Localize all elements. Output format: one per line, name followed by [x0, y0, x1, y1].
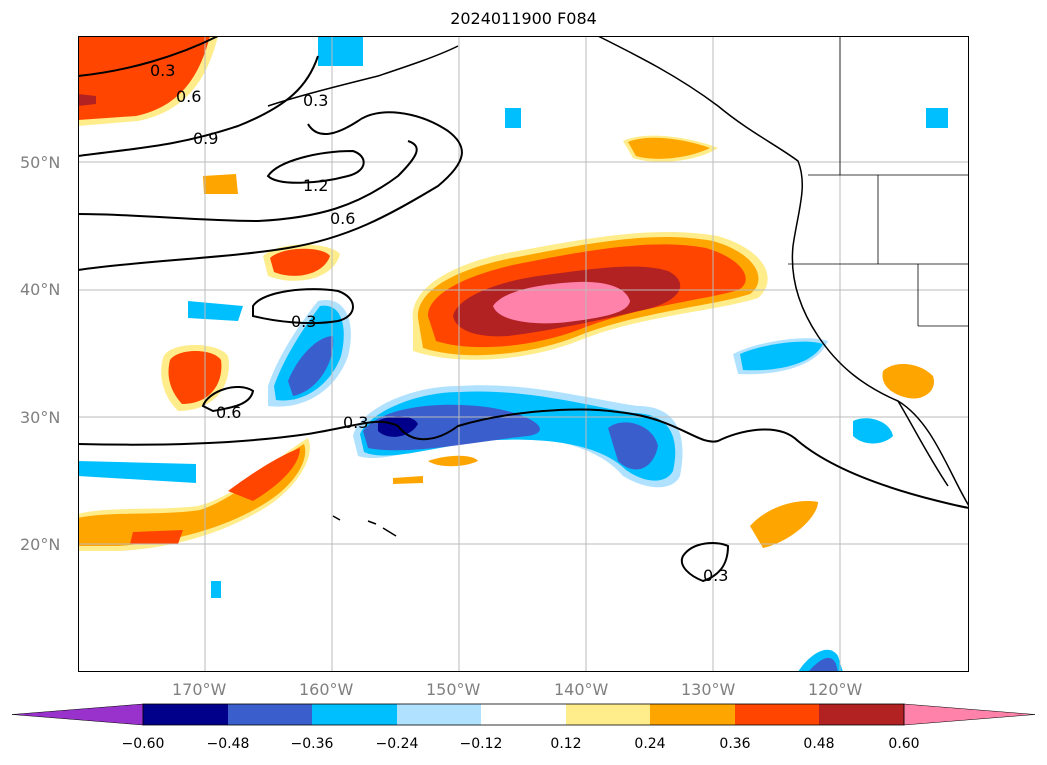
- fill-tiny-1: [211, 581, 221, 598]
- contour-label: 0.6: [176, 87, 201, 106]
- contour-label: 0.3: [343, 413, 368, 432]
- colorbar-tick-label: 0.60: [888, 736, 920, 752]
- fill-socal-orange: [882, 364, 934, 399]
- map-border: [78, 36, 969, 672]
- fill-tiny-3: [926, 108, 948, 128]
- colorbar-swatch: [228, 704, 312, 725]
- state-borders: [788, 36, 969, 327]
- colorbar-swatch: [481, 704, 566, 725]
- colorbar: [12, 703, 1036, 726]
- fill-35n-cyan2: [740, 341, 823, 371]
- lat-label-50n: 50°N: [20, 153, 61, 172]
- fill-central-pink: [493, 281, 630, 324]
- fill-30n-blue-east: [608, 422, 658, 470]
- contour-label: 0.9: [193, 129, 218, 148]
- contour-0.3-39n: [252, 288, 354, 325]
- fill-42n-orange: [270, 248, 330, 276]
- lat-label-20n: 20°N: [20, 535, 61, 554]
- lon-label-160w: 160°W: [299, 680, 354, 699]
- colorbar-swatch: [143, 704, 228, 725]
- contour-0.6-upper: [78, 140, 418, 223]
- colorbar-over-arrow: [903, 703, 1036, 726]
- lon-label-120w: 120°W: [808, 680, 863, 699]
- fill-26n-cyan: [78, 461, 196, 483]
- fill-29n-cyan: [853, 418, 893, 444]
- map-title: 2024011900 F084: [450, 9, 597, 28]
- contour-1.2: [266, 149, 365, 184]
- contour-lines: [78, 36, 969, 583]
- contour-label: 0.3: [703, 566, 728, 585]
- contour-0.3-south: [78, 408, 969, 509]
- fill-small-orange-50n: [203, 174, 238, 194]
- colorbar-swatch: [312, 704, 397, 725]
- map-panel: 0.3 0.6 0.9 0.3 1.2 0.6 0.3 0.6 0.3 0.3: [78, 36, 969, 672]
- fill-sm-orange-a: [428, 455, 478, 467]
- fill-tiny-2: [505, 108, 521, 128]
- colorbar-tick-label: 0.48: [803, 736, 835, 752]
- contour-0.3-top: [78, 36, 219, 77]
- colorbar-tick-label: −0.48: [206, 736, 250, 752]
- fill-top-cyan: [318, 36, 363, 66]
- fill-sw-ca-orange: [750, 501, 818, 548]
- coast-baja: [897, 400, 949, 487]
- colorbar-swatch: [650, 704, 735, 725]
- colorbar-tick-label: −0.24: [375, 736, 419, 752]
- fill-39n-sm: [188, 301, 243, 321]
- fill-sw-red-b: [130, 530, 183, 544]
- contour-label: 0.3: [150, 61, 175, 80]
- colorbar-swatch: [735, 704, 819, 725]
- colorbar-tick-label: 0.24: [634, 736, 666, 752]
- contour-label: 0.3: [291, 312, 316, 331]
- coast-north-america: [597, 36, 969, 507]
- colorbar-under-arrow: [12, 703, 144, 726]
- coast-aleutians: [267, 45, 459, 107]
- fill-33n-red: [168, 351, 222, 404]
- colorbar-swatch: [397, 704, 481, 725]
- contour-label: 0.6: [216, 403, 241, 422]
- coastlines: [267, 36, 969, 537]
- lat-label-40n: 40°N: [20, 280, 61, 299]
- lon-label-170w: 170°W: [172, 680, 227, 699]
- graticule: [78, 36, 969, 672]
- colorbar-tick-label: −0.12: [459, 736, 503, 752]
- fill-south-blue: [808, 657, 838, 672]
- fill-sw-orange: [78, 444, 306, 546]
- colorbar-tick-label: 0.36: [719, 736, 751, 752]
- fill-38n-blue: [288, 336, 334, 396]
- fill-nw-darkred: [78, 94, 96, 106]
- contour-0.3-18n: [680, 542, 730, 583]
- lon-label-150w: 150°W: [426, 680, 481, 699]
- contour-0.6-33n: [201, 386, 255, 413]
- contour-0.9: [78, 55, 319, 157]
- coast-hawaii: [332, 515, 397, 537]
- contour-label: 0.3: [303, 91, 328, 110]
- colorbar-tick-label: −0.60: [121, 736, 165, 752]
- contour-label-group: 0.3 0.6 0.9 0.3 1.2 0.6 0.3 0.6 0.3 0.3: [150, 61, 728, 585]
- fill-nw-orange: [78, 36, 210, 120]
- lon-label-130w: 130°W: [681, 680, 736, 699]
- contour-label: 1.2: [303, 176, 328, 195]
- contour-label: 0.6: [330, 209, 355, 228]
- lat-label-30n: 30°N: [20, 408, 61, 427]
- colorbar-outline: [142, 703, 905, 726]
- colorbar-tick-label: −0.36: [290, 736, 334, 752]
- colorbar-swatch: [819, 704, 904, 725]
- fill-gulf-alaska-orange: [628, 137, 710, 159]
- fill-sm-orange-b: [393, 476, 423, 484]
- colorbar-tick-label: 0.12: [550, 736, 582, 752]
- colorbar-swatch: [566, 704, 650, 725]
- lon-label-140w: 140°W: [554, 680, 609, 699]
- contour-0.6-mid: [78, 111, 463, 271]
- fill-sw-red-a: [228, 448, 300, 501]
